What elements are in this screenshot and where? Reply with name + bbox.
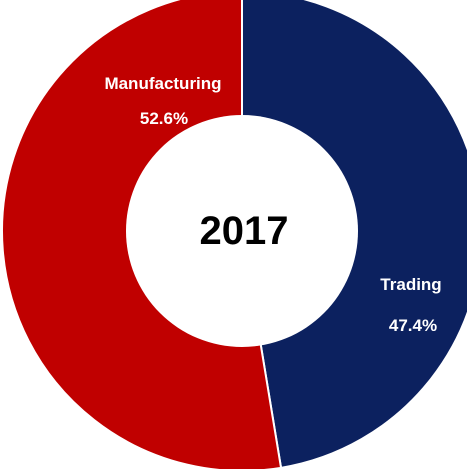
slice-label-manufacturing: Manufacturing [104, 74, 221, 93]
center-year-label: 2017 [200, 209, 289, 253]
slice-value-trading: 47.4% [389, 316, 437, 335]
slice-value-manufacturing: 52.6% [140, 109, 188, 128]
slice-label-trading: Trading [380, 275, 441, 294]
donut-hole [126, 115, 358, 347]
